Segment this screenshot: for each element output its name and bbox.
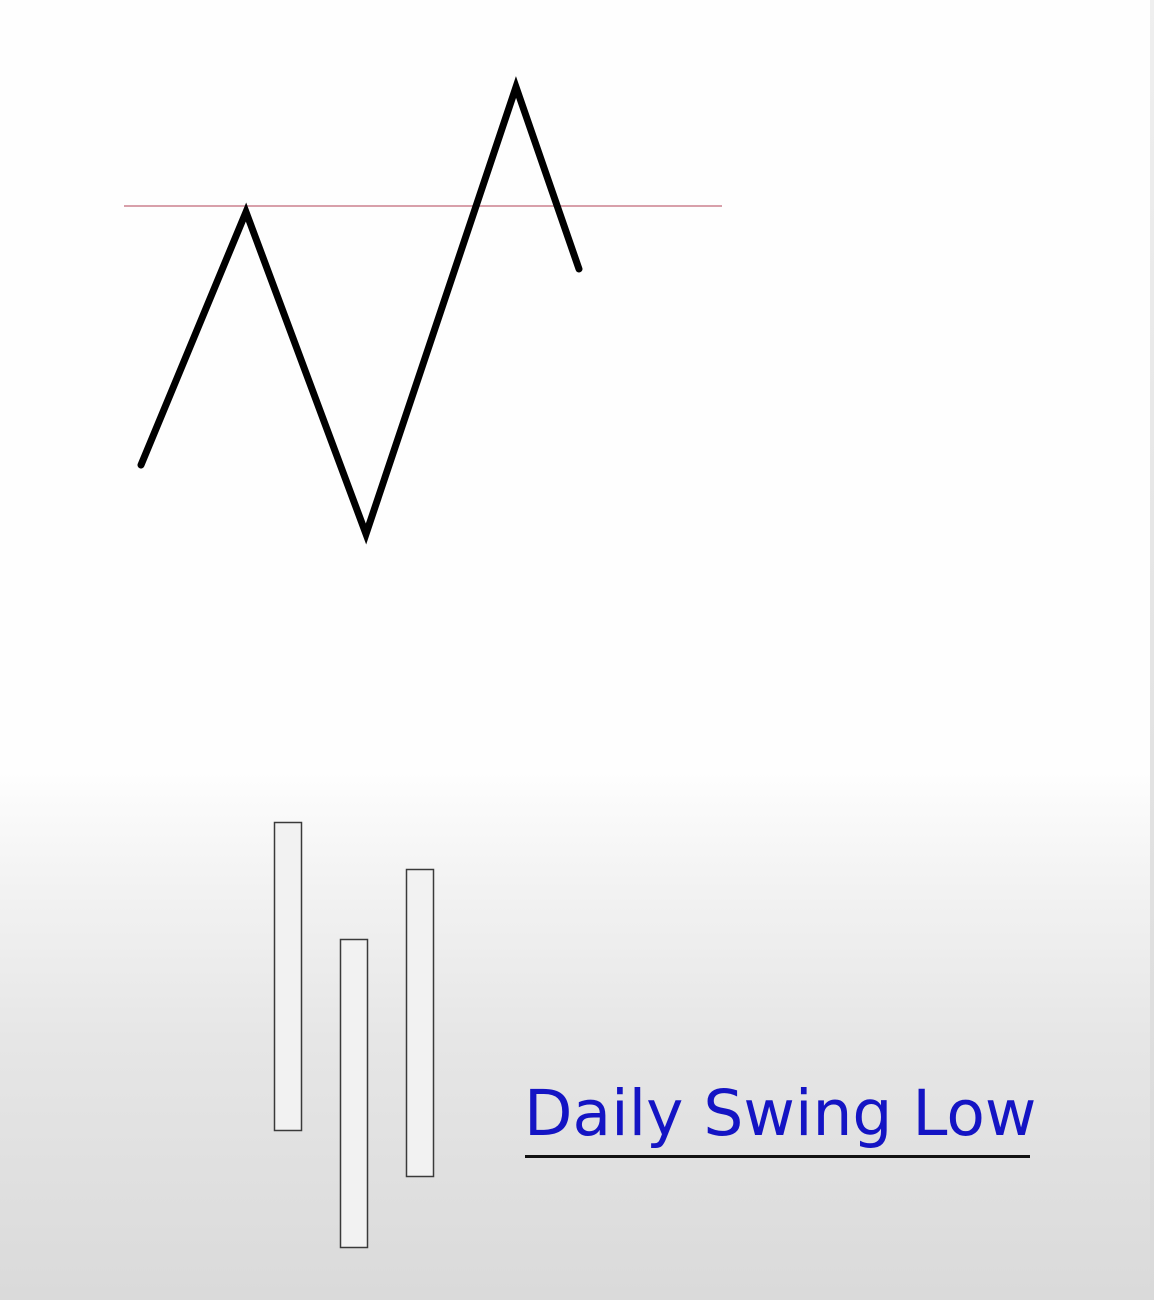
caption-underline — [525, 1155, 1030, 1158]
price-swing-line — [137, 76, 583, 545]
daily-bar — [273, 821, 303, 1132]
window-edge — [1150, 0, 1154, 1300]
daily-bar — [339, 938, 369, 1249]
caption-daily-swing-low: Daily Swing Low — [524, 1077, 1037, 1150]
daily-bar — [405, 868, 435, 1178]
